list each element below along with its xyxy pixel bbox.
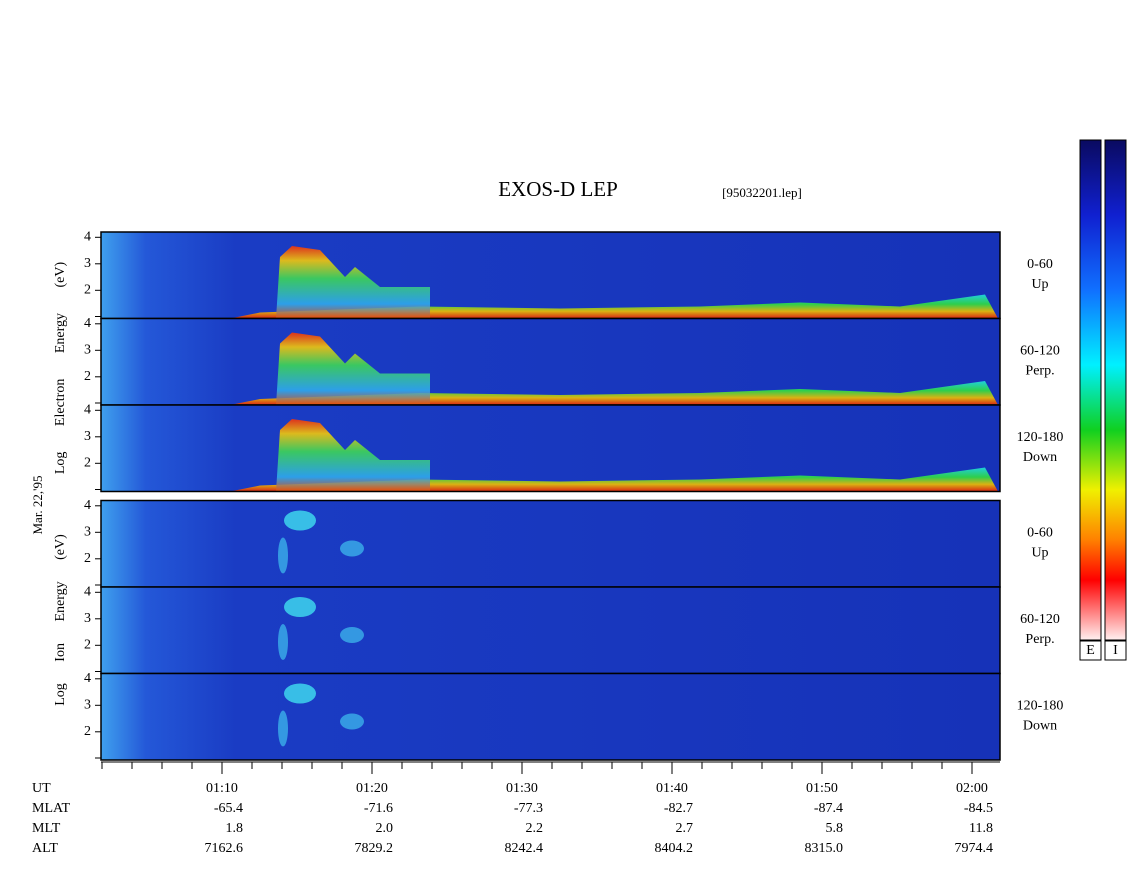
- ephemeris-value: 7162.6: [205, 841, 244, 856]
- time-label: 01:10: [206, 781, 238, 796]
- y-tick-label: 3: [84, 611, 91, 626]
- ephemeris-value: 2.0: [376, 821, 394, 836]
- flux-burst: [276, 246, 430, 319]
- panel-direction: Up: [1031, 277, 1048, 292]
- colorbars: E I: [1079, 139, 1127, 661]
- y-tick-label: 2: [84, 724, 91, 739]
- ephemeris-value: 2.2: [526, 821, 544, 836]
- ephemeris-value: -77.3: [514, 801, 543, 816]
- y-tick-label: 3: [84, 256, 91, 271]
- ephemeris-value: 8242.4: [505, 841, 544, 856]
- ephemeris-value: 1.8: [226, 821, 244, 836]
- file-name: [95032201.lep]: [722, 185, 802, 200]
- panel-range: 120-180: [1017, 699, 1064, 714]
- ephemeris-value: -71.6: [364, 801, 393, 816]
- y-tick-label: 2: [84, 456, 91, 471]
- colorbar-i: [1104, 139, 1127, 641]
- spectrogram: [101, 405, 1000, 492]
- y-tick-label: 2: [84, 551, 91, 566]
- flux-blob: [284, 597, 316, 617]
- y-tick-label: 2: [84, 369, 91, 384]
- flux-burst: [276, 419, 430, 492]
- panel-direction: Perp.: [1025, 364, 1054, 379]
- ephemeris-value: 11.8: [969, 821, 993, 836]
- ephemeris-value: -87.4: [814, 801, 843, 816]
- flux-blob: [284, 510, 316, 531]
- ephemeris-value: 5.8: [826, 821, 844, 836]
- panel-direction: Perp.: [1025, 632, 1054, 647]
- row-label: MLT: [32, 821, 61, 836]
- ephemeris-value: 7974.4: [955, 841, 994, 856]
- ephemeris-value: 8404.2: [655, 841, 694, 856]
- flux-blob: [284, 683, 316, 704]
- colorbar-label: E: [1086, 643, 1095, 658]
- y-tick-label: 4: [84, 403, 91, 418]
- time-label: 01:20: [356, 781, 388, 796]
- spectrogram: [101, 673, 1000, 760]
- flux-blob: [340, 713, 364, 730]
- ephemeris-value: -84.5: [964, 801, 993, 816]
- row-label: MLAT: [32, 801, 71, 816]
- y-tick-label: 4: [84, 316, 91, 331]
- panel-direction: Down: [1023, 719, 1057, 734]
- panel-range: 0-60: [1027, 257, 1053, 272]
- y-tick-label: 4: [84, 671, 91, 686]
- colorbar-label: I: [1113, 643, 1118, 658]
- ephemeris-value: -82.7: [664, 801, 693, 816]
- y-tick-label: 3: [84, 429, 91, 444]
- flux-blob: [278, 624, 288, 660]
- ephemeris-value: 7829.2: [355, 841, 394, 856]
- ion-axis-label: Log Ion Energy (eV): [53, 534, 68, 706]
- colorbar-box: [1104, 640, 1127, 661]
- title: EXOS-D LEP: [498, 177, 618, 201]
- y-tick-label: 3: [84, 698, 91, 713]
- date-label: Mar. 22,'95: [30, 475, 45, 534]
- y-tick-label: 2: [84, 638, 91, 653]
- panel-frame: [100, 404, 1001, 493]
- panel-range: 120-180: [1017, 430, 1064, 445]
- panel-range: 60-120: [1020, 612, 1060, 627]
- time-label: 01:30: [506, 781, 538, 796]
- flux-blob: [340, 540, 364, 557]
- spectrogram: [101, 232, 1000, 319]
- time-label: 01:40: [656, 781, 688, 796]
- ephemeris-value: -65.4: [214, 801, 243, 816]
- y-tick-label: 3: [84, 343, 91, 358]
- time-label: 01:50: [806, 781, 838, 796]
- colorbar-e: [1079, 139, 1102, 641]
- flux-burst: [276, 332, 430, 405]
- y-tick-label: 4: [84, 585, 91, 600]
- spectrogram: [101, 587, 1000, 674]
- panel-range: 0-60: [1027, 526, 1053, 541]
- flux-blob: [278, 537, 288, 574]
- panel-direction: Down: [1023, 450, 1057, 465]
- y-tick-label: 3: [84, 525, 91, 540]
- time-label: 02:00: [956, 781, 988, 796]
- flux-blob: [340, 627, 364, 643]
- y-tick-label: 4: [84, 230, 91, 245]
- spectrogram: [101, 318, 1000, 405]
- ephemeris-value: 2.7: [676, 821, 694, 836]
- y-tick-label: 2: [84, 283, 91, 298]
- panel-direction: Up: [1031, 546, 1048, 561]
- electron-axis-label: Log Electron Energy (eV): [53, 262, 68, 475]
- panel-frame: [100, 672, 1001, 761]
- colorbar-box: [1079, 640, 1102, 661]
- ephemeris-value: 8315.0: [805, 841, 844, 856]
- row-label: ALT: [32, 841, 58, 856]
- row-label: UT: [32, 781, 51, 796]
- spectrogram: [101, 500, 1000, 587]
- panel-range: 60-120: [1020, 344, 1060, 359]
- y-tick-label: 4: [84, 498, 91, 513]
- flux-blob: [278, 710, 288, 747]
